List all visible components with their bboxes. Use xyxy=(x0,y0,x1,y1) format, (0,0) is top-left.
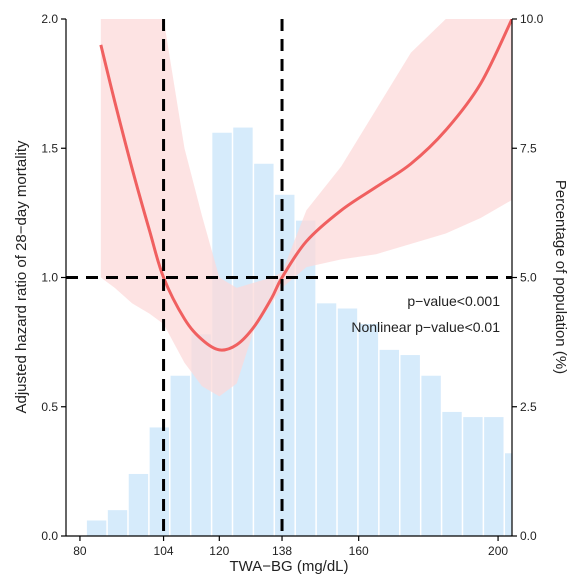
histogram-bar-16 xyxy=(421,375,441,536)
histogram-bar-17 xyxy=(442,411,462,536)
axes-layer: 80 104 120 138 160 200 0.0 0.5 1.0 1.5 2.0 0.0 2.5 5.… xyxy=(41,12,543,558)
x-tick-label-4: 160 xyxy=(349,544,369,558)
histogram-bar-20 xyxy=(505,453,512,536)
y-right-tick-label-4: 10.0 xyxy=(520,12,544,26)
histogram-bar-12 xyxy=(337,308,358,536)
confidence-band xyxy=(100,19,512,397)
histogram-bar-10 xyxy=(295,220,316,536)
histogram-bar-13 xyxy=(358,324,379,536)
hazard-curve-layer xyxy=(99,19,512,352)
y-left-tick-label-2: 1.0 xyxy=(41,271,58,285)
y-left-tick-label-1: 0.5 xyxy=(41,400,58,414)
confidence-band-layer xyxy=(100,19,512,397)
histogram-bar-9 xyxy=(275,194,295,536)
y-axis-right-label: Percentage of population (%) xyxy=(552,180,568,374)
y-right-tick-label-0: 0.0 xyxy=(520,529,537,543)
x-tick-label-1: 104 xyxy=(154,544,174,558)
histogram-bar-19 xyxy=(484,417,504,536)
histogram-bar-1 xyxy=(107,510,128,536)
histogram-bar-8 xyxy=(254,163,274,536)
x-tick-label-5: 200 xyxy=(488,544,508,558)
y-left-tick-label-3: 1.5 xyxy=(41,141,58,155)
y-right-tick-label-3: 7.5 xyxy=(520,141,537,155)
histogram-bar-15 xyxy=(400,355,420,536)
x-tick-label-0: 80 xyxy=(73,544,87,558)
histogram-bar-3 xyxy=(149,427,170,536)
histogram-bar-2 xyxy=(128,473,149,536)
annotation-nonlinear-p-value: Nonlinear p−value<0.01 xyxy=(351,319,500,335)
y-left-tick-label-0: 0.0 xyxy=(41,529,58,543)
reference-lines-layer xyxy=(66,19,512,536)
histogram-bar-18 xyxy=(463,417,483,536)
x-tick-label-3: 138 xyxy=(272,544,292,558)
x-tick-label-2: 120 xyxy=(209,544,229,558)
hazard-ratio-curve xyxy=(99,19,512,352)
y-right-tick-label-2: 5.0 xyxy=(520,271,537,285)
y-right-tick-label-1: 2.5 xyxy=(520,400,537,414)
x-axis-label: TWA−BG (mg/dL) xyxy=(229,558,348,575)
y-left-tick-label-4: 2.0 xyxy=(41,12,58,26)
annotation-p-value: p−value<0.001 xyxy=(407,293,500,309)
histogram-bar-4 xyxy=(170,375,190,536)
y-axis-left-label: Adjusted hazard ratio of 28−day mortalit… xyxy=(13,140,30,414)
histogram-bar-0 xyxy=(86,520,107,536)
histogram-bar-11 xyxy=(316,303,337,536)
histogram-bar-14 xyxy=(379,349,399,536)
